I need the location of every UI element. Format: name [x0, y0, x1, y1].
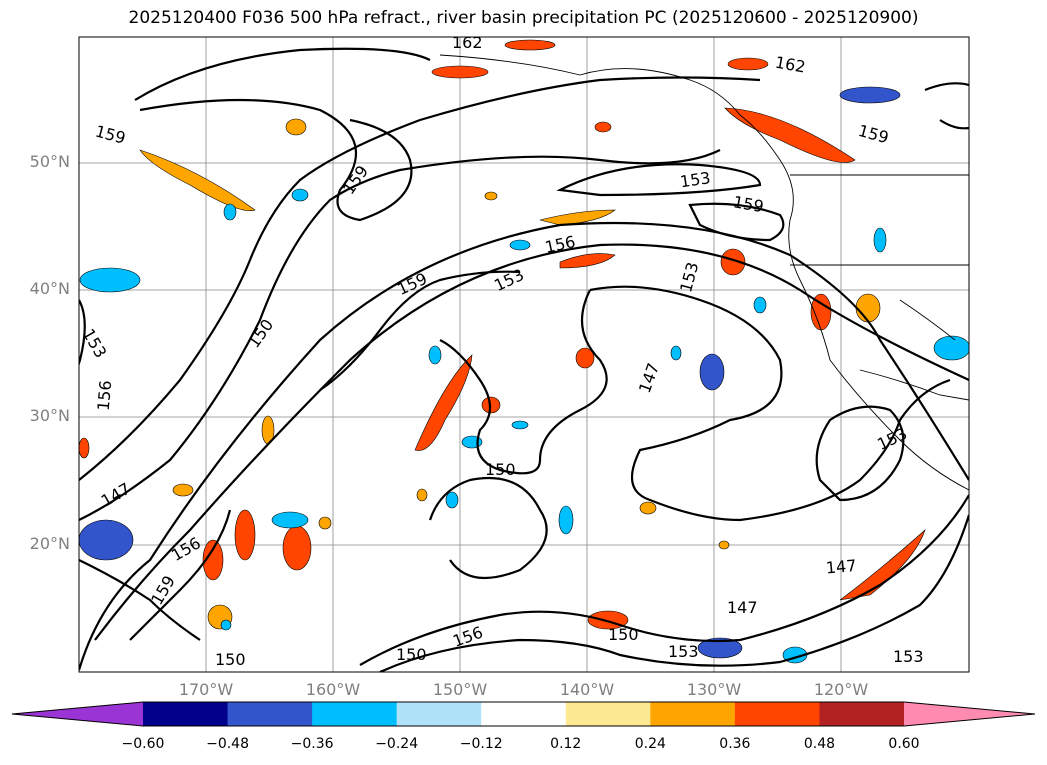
colorbar-segment: [312, 702, 398, 726]
colorbar-segment: [565, 702, 651, 726]
colorbar-segment: [143, 702, 229, 726]
colorbar-tick-label: 0.12: [550, 736, 582, 752]
contour-label: 153: [679, 168, 712, 191]
colorbar-tick-label: 0.60: [888, 736, 920, 752]
lat-label-40n: 40°N: [29, 279, 70, 298]
colorbar-extend-high: [904, 702, 1035, 726]
lon-label-140w: 140°W: [559, 680, 615, 699]
lon-label-170w: 170°W: [178, 680, 234, 699]
contour-label: 156: [94, 380, 116, 412]
lon-label-120w: 120°W: [813, 680, 869, 699]
colorbar-segment: [396, 702, 482, 726]
map-frame: [78, 36, 970, 673]
colorbar-tick-label: 0.36: [719, 736, 751, 752]
colorbar-segment: [734, 702, 820, 726]
lat-label-20n: 20°N: [29, 534, 70, 553]
map-title: 2025120400 F036 500 hPa refract., river …: [128, 8, 919, 28]
colorbar: [11, 701, 1036, 727]
colorbar-tick-label: −0.24: [375, 736, 419, 752]
contour-label: 153: [893, 647, 924, 666]
contour-label: 150: [485, 460, 516, 479]
lat-label-30n: 30°N: [29, 406, 70, 425]
colorbar-segment: [819, 702, 905, 726]
colorbar-segment: [227, 702, 313, 726]
colorbar-tick-label: −0.36: [290, 736, 334, 752]
lat-label-50n: 50°N: [29, 152, 70, 171]
positive-anomaly-areas: [79, 39, 926, 630]
colorbar-tick-label: −0.48: [206, 736, 249, 752]
contour-label: 150: [215, 650, 246, 669]
colorbar-segment: [650, 702, 736, 726]
contour-label: 150: [396, 645, 427, 664]
contour-label: 150: [608, 625, 639, 644]
contour-label: 162: [452, 33, 483, 52]
colorbar-extend-low: [12, 702, 143, 726]
lon-label-130w: 130°W: [686, 680, 742, 699]
lon-label-160w: 160°W: [305, 680, 361, 699]
colorbar-outline: [11, 701, 1036, 727]
contour-label: 147: [727, 598, 758, 617]
colorbar-tick-label: −0.60: [121, 736, 165, 752]
contour-label: 147: [825, 556, 857, 578]
colorbar-tick-label: −0.12: [459, 736, 503, 752]
contour-label-group: 162 162 159 159 159 159 159 159 153 153 …: [79, 33, 924, 669]
colorbar-segment: [481, 702, 567, 726]
lon-label-150w: 150°W: [432, 680, 488, 699]
contour-lines: [79, 47, 969, 672]
contour-label: 153: [668, 642, 699, 661]
colorbar-tick-label: 0.48: [803, 736, 836, 752]
colorbar-tick-label: 0.24: [634, 736, 666, 752]
